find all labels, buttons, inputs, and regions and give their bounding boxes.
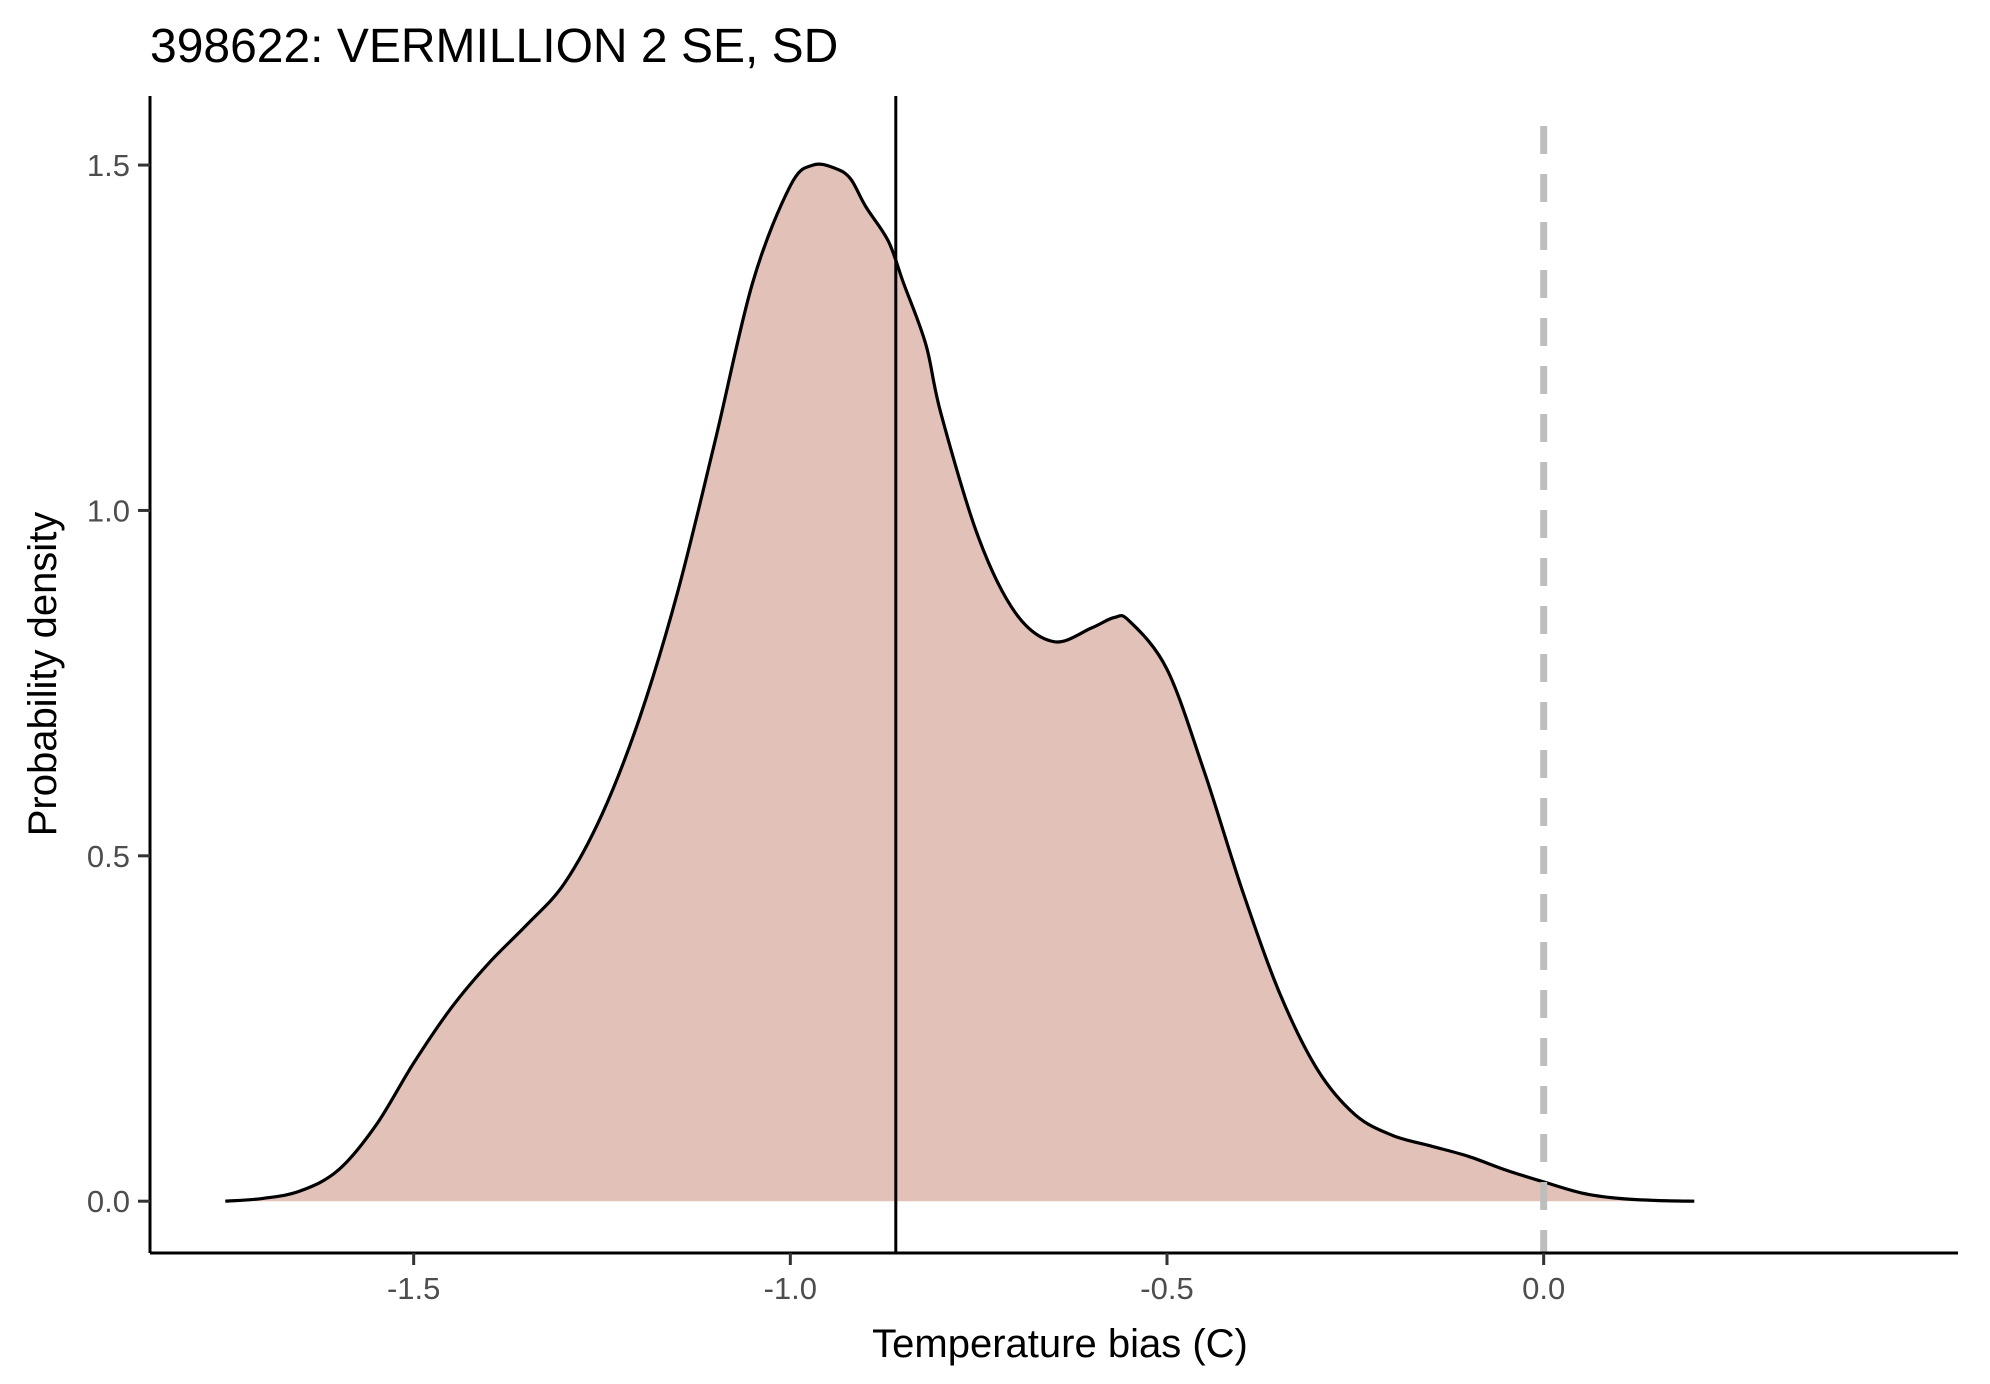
density-curve xyxy=(225,162,1695,1203)
y-axis-label: Probability density xyxy=(21,512,65,837)
chart-title: 398622: VERMILLION 2 SE, SD xyxy=(150,20,838,73)
y-tick-label: 0.5 xyxy=(87,839,130,874)
y-ticks: 0.0 0.5 1.0 1.5 xyxy=(87,148,150,1219)
x-axis-label: Temperature bias (C) xyxy=(872,1322,1248,1366)
x-tick-label: -0.5 xyxy=(1140,1271,1193,1306)
x-ticks: -1.5 -1.0 -0.5 0.0 xyxy=(387,1253,1565,1306)
x-tick-label: -1.5 xyxy=(387,1271,440,1306)
plot-layer xyxy=(225,96,1695,1253)
y-tick-label: 1.0 xyxy=(87,493,130,528)
y-tick-label: 0.0 xyxy=(87,1184,130,1219)
density-area xyxy=(225,164,1695,1202)
x-tick-label: 0.0 xyxy=(1522,1271,1565,1306)
y-tick-label: 1.5 xyxy=(87,148,130,183)
x-tick-label: -1.0 xyxy=(764,1271,817,1306)
